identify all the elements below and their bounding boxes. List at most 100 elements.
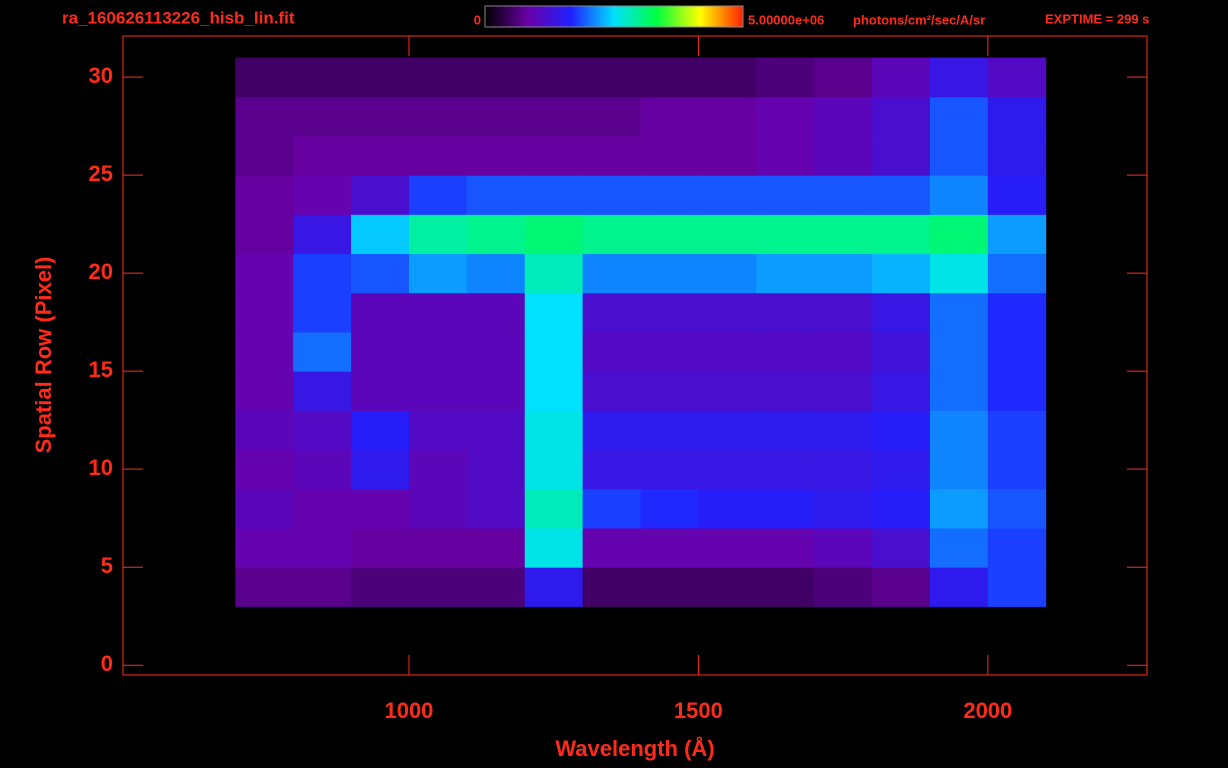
- heatmap-cell: [351, 410, 410, 451]
- heatmap-cell: [756, 175, 815, 215]
- heatmap-cell: [408, 410, 468, 451]
- heatmap-cell: [814, 292, 873, 333]
- heatmap-cell: [524, 331, 584, 372]
- heatmap-cell: [466, 96, 526, 137]
- heatmap-cell: [929, 253, 989, 294]
- heatmap-cell: [640, 488, 699, 529]
- heatmap-cell: [293, 135, 352, 176]
- heatmap-cell: [814, 214, 873, 255]
- heatmap-cell: [293, 567, 352, 607]
- heatmap-cell: [235, 527, 294, 568]
- heatmap-cell: [351, 135, 410, 176]
- heatmap-cell: [582, 57, 641, 98]
- heatmap-cell: [524, 175, 584, 215]
- y-tick-label: 25: [89, 161, 113, 186]
- heatmap-cell: [293, 57, 352, 98]
- heatmap-cell: [929, 135, 989, 176]
- heatmap-cell: [235, 135, 294, 176]
- y-tick-label: 5: [101, 553, 113, 578]
- heatmap-cell: [929, 410, 989, 451]
- colorbar-tick-label: 5.00000e+06: [748, 12, 824, 27]
- heatmap-cell: [756, 57, 815, 98]
- heatmap-cell: [698, 488, 757, 529]
- heatmap-cell: [872, 371, 931, 411]
- heatmap-cell: [756, 96, 815, 137]
- heatmap-cell: [293, 292, 352, 333]
- heatmap-cell: [293, 527, 352, 568]
- heatmap-cell: [872, 410, 931, 451]
- heatmap-cell: [640, 449, 699, 490]
- heatmap-cell: [582, 410, 641, 451]
- heatmap-cell: [582, 135, 641, 176]
- heatmap-cell: [351, 253, 410, 294]
- heatmap-cell: [987, 292, 1047, 333]
- heatmap-cell: [698, 410, 757, 451]
- heatmap-cell: [408, 527, 468, 568]
- heatmap-cell: [351, 488, 410, 529]
- heatmap-cell: [929, 175, 989, 215]
- heatmap-cell: [351, 371, 410, 411]
- heatmap-cell: [293, 96, 352, 137]
- heatmap-cell: [582, 371, 641, 411]
- heatmap-cell: [466, 488, 526, 529]
- heatmap-cell: [351, 175, 410, 215]
- heatmap-cell: [408, 135, 468, 176]
- heatmap-cell: [235, 57, 294, 98]
- heatmap-cell: [929, 567, 989, 607]
- heatmap-cell: [408, 96, 468, 137]
- heatmap-cell: [293, 331, 352, 372]
- heatmap-cell: [814, 135, 873, 176]
- heatmap-cell: [929, 449, 989, 490]
- heatmap-cell: [929, 292, 989, 333]
- heatmap-cell: [756, 488, 815, 529]
- heatmap-cell: [524, 449, 584, 490]
- x-axis-label: Wavelength (Å): [555, 735, 714, 761]
- heatmap-cell: [814, 488, 873, 529]
- heatmap-cell: [814, 449, 873, 490]
- heatmap-cell: [351, 331, 410, 372]
- heatmap-cell: [466, 292, 526, 333]
- heatmap-cell: [872, 253, 931, 294]
- heatmap-cell: [524, 253, 584, 294]
- heatmap-cell: [524, 488, 584, 529]
- heatmap-cell: [987, 214, 1047, 255]
- heatmap-cell: [698, 527, 757, 568]
- heatmap-cell: [640, 292, 699, 333]
- heatmap-cell: [293, 175, 352, 215]
- heatmap-cell: [640, 567, 699, 607]
- heatmap-cell: [466, 331, 526, 372]
- heatmap-cell: [351, 527, 410, 568]
- heatmap-cell: [582, 488, 641, 529]
- heatmap-cell: [698, 135, 757, 176]
- heatmap-cell: [814, 331, 873, 372]
- heatmap-cell: [756, 135, 815, 176]
- heatmap-cell: [235, 253, 294, 294]
- y-tick-label: 10: [89, 455, 113, 480]
- heatmap-cell: [235, 96, 294, 137]
- y-axis-label: Spatial Row (Pixel): [31, 257, 56, 454]
- heatmap-cell: [351, 292, 410, 333]
- heatmap-cell: [987, 371, 1047, 411]
- heatmap-cell: [872, 292, 931, 333]
- heatmap-cell: [582, 331, 641, 372]
- heatmap-cell: [987, 331, 1047, 372]
- heatmap-cell: [582, 175, 641, 215]
- heatmap-cell: [698, 371, 757, 411]
- heatmap-cell: [582, 449, 641, 490]
- heatmap-cell: [698, 253, 757, 294]
- heatmap-cell: [872, 96, 931, 137]
- heatmap-cell: [987, 567, 1047, 607]
- heatmap-cell: [235, 567, 294, 607]
- heatmap-cell: [582, 292, 641, 333]
- heatmap-cell: [872, 331, 931, 372]
- y-tick-label: 30: [89, 63, 113, 88]
- heatmap-cell: [756, 214, 815, 255]
- heatmap-cell: [698, 449, 757, 490]
- heatmap-cell: [698, 57, 757, 98]
- heatmap-cell: [293, 449, 352, 490]
- heatmap-cell: [235, 449, 294, 490]
- heatmap-cell: [351, 57, 410, 98]
- heatmap-cell: [987, 253, 1047, 294]
- heatmap-cell: [756, 253, 815, 294]
